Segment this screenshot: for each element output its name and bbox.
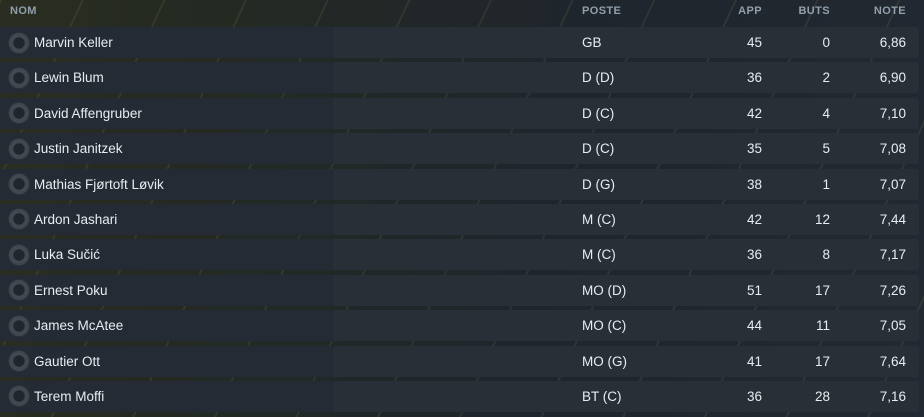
- player-position: MO (G): [582, 353, 627, 369]
- player-goals: 12: [814, 211, 830, 227]
- table-row[interactable]: Ernest Poku MO (D) 51 17 7,26: [0, 274, 919, 306]
- player-rating: 7,17: [879, 247, 906, 263]
- player-position: MO (C): [582, 318, 627, 334]
- player-position: D (D): [582, 70, 615, 86]
- player-appearances: 42: [746, 105, 762, 121]
- player-rating: 6,90: [879, 70, 906, 86]
- column-header-note[interactable]: NOTE: [873, 5, 906, 17]
- player-rating: 6,86: [879, 35, 906, 50]
- column-header-app[interactable]: APP: [738, 5, 762, 17]
- player-appearances: 44: [746, 318, 762, 334]
- player-avatar-icon: [8, 208, 30, 231]
- player-name: James McAtee: [34, 318, 124, 334]
- player-rating: 7,16: [879, 388, 906, 404]
- player-goals: 0: [822, 35, 830, 50]
- table-row[interactable]: Mathias Fjørtoft Løvik D (G) 38 1 7,07: [0, 168, 919, 200]
- player-goals: 5: [822, 141, 830, 157]
- player-goals: 2: [822, 70, 830, 86]
- player-avatar-icon: [8, 173, 30, 196]
- player-rating: 7,44: [879, 211, 906, 227]
- player-appearances: 51: [746, 282, 762, 298]
- player-position: M (C): [582, 211, 616, 227]
- player-goals: 8: [822, 247, 830, 263]
- column-header-buts[interactable]: BUTS: [798, 5, 830, 17]
- player-avatar-icon: [8, 243, 30, 266]
- player-avatar-icon: [8, 314, 30, 337]
- table-row[interactable]: Terem Moffi BT (C) 36 28 7,16: [0, 380, 919, 412]
- player-name: Gautier Ott: [34, 353, 101, 369]
- table-row[interactable]: Justin Janitzek D (C) 35 5 7,08: [0, 133, 919, 165]
- table-row[interactable]: Marvin Keller GB 45 0 6,86: [0, 27, 919, 58]
- table-header-row: NOM POSTE APP BUTS NOTE: [0, 0, 919, 22]
- player-position: BT (C): [582, 388, 622, 404]
- player-appearances: 41: [746, 353, 762, 369]
- player-name: Terem Moffi: [34, 388, 105, 404]
- player-position: D (G): [582, 176, 615, 192]
- player-avatar-icon: [8, 350, 30, 373]
- table-body: Marvin Keller GB 45 0 6,86 Lewin Blum D …: [0, 27, 924, 412]
- table-row[interactable]: Lewin Blum D (D) 36 2 6,90: [0, 62, 919, 94]
- player-appearances: 35: [746, 141, 762, 157]
- player-avatar-icon: [8, 66, 30, 89]
- player-avatar-icon: [8, 137, 30, 160]
- player-appearances: 45: [746, 35, 762, 50]
- player-rating: 7,07: [879, 176, 906, 192]
- player-appearances: 42: [746, 211, 762, 227]
- player-appearances: 36: [746, 388, 762, 404]
- player-goals: 17: [814, 282, 830, 298]
- player-appearances: 36: [746, 70, 762, 86]
- player-appearances: 36: [746, 247, 762, 263]
- player-name: Marvin Keller: [34, 35, 113, 50]
- player-rating: 7,64: [879, 353, 906, 369]
- column-header-nom[interactable]: NOM: [10, 5, 37, 17]
- player-rating: 7,10: [879, 105, 906, 121]
- player-name: David Affengruber: [34, 105, 142, 121]
- player-goals: 4: [822, 105, 830, 121]
- player-name: Ernest Poku: [34, 282, 108, 298]
- player-rating: 7,05: [879, 318, 906, 334]
- player-position: MO (D): [582, 282, 627, 298]
- player-goals: 17: [814, 353, 830, 369]
- player-goals: 11: [815, 318, 830, 334]
- player-avatar-icon: [8, 385, 30, 408]
- player-goals: 28: [814, 388, 830, 404]
- player-avatar-icon: [8, 31, 30, 54]
- table-row[interactable]: Ardon Jashari M (C) 42 12 7,44: [0, 203, 919, 235]
- player-name: Lewin Blum: [34, 70, 104, 86]
- player-position: D (C): [582, 141, 615, 157]
- player-rating: 7,26: [879, 282, 906, 298]
- table-row[interactable]: Luka Sučić M (C) 36 8 7,17: [0, 239, 919, 271]
- player-name: Ardon Jashari: [34, 211, 118, 227]
- table-row[interactable]: David Affengruber D (C) 42 4 7,10: [0, 97, 919, 129]
- player-name: Luka Sučić: [34, 247, 101, 263]
- player-rating: 7,08: [879, 141, 906, 157]
- player-position: D (C): [582, 105, 615, 121]
- player-position: GB: [582, 35, 602, 50]
- player-avatar-icon: [8, 102, 30, 125]
- player-appearances: 38: [746, 176, 762, 192]
- column-header-poste[interactable]: POSTE: [582, 5, 622, 17]
- player-avatar-icon: [8, 279, 30, 302]
- player-position: M (C): [582, 247, 616, 263]
- table-row[interactable]: Gautier Ott MO (G) 41 17 7,64: [0, 345, 919, 377]
- player-name: Justin Janitzek: [34, 141, 123, 157]
- player-goals: 1: [822, 176, 830, 192]
- player-name: Mathias Fjørtoft Løvik: [34, 176, 164, 192]
- table-row[interactable]: James McAtee MO (C) 44 11 7,05: [0, 310, 919, 342]
